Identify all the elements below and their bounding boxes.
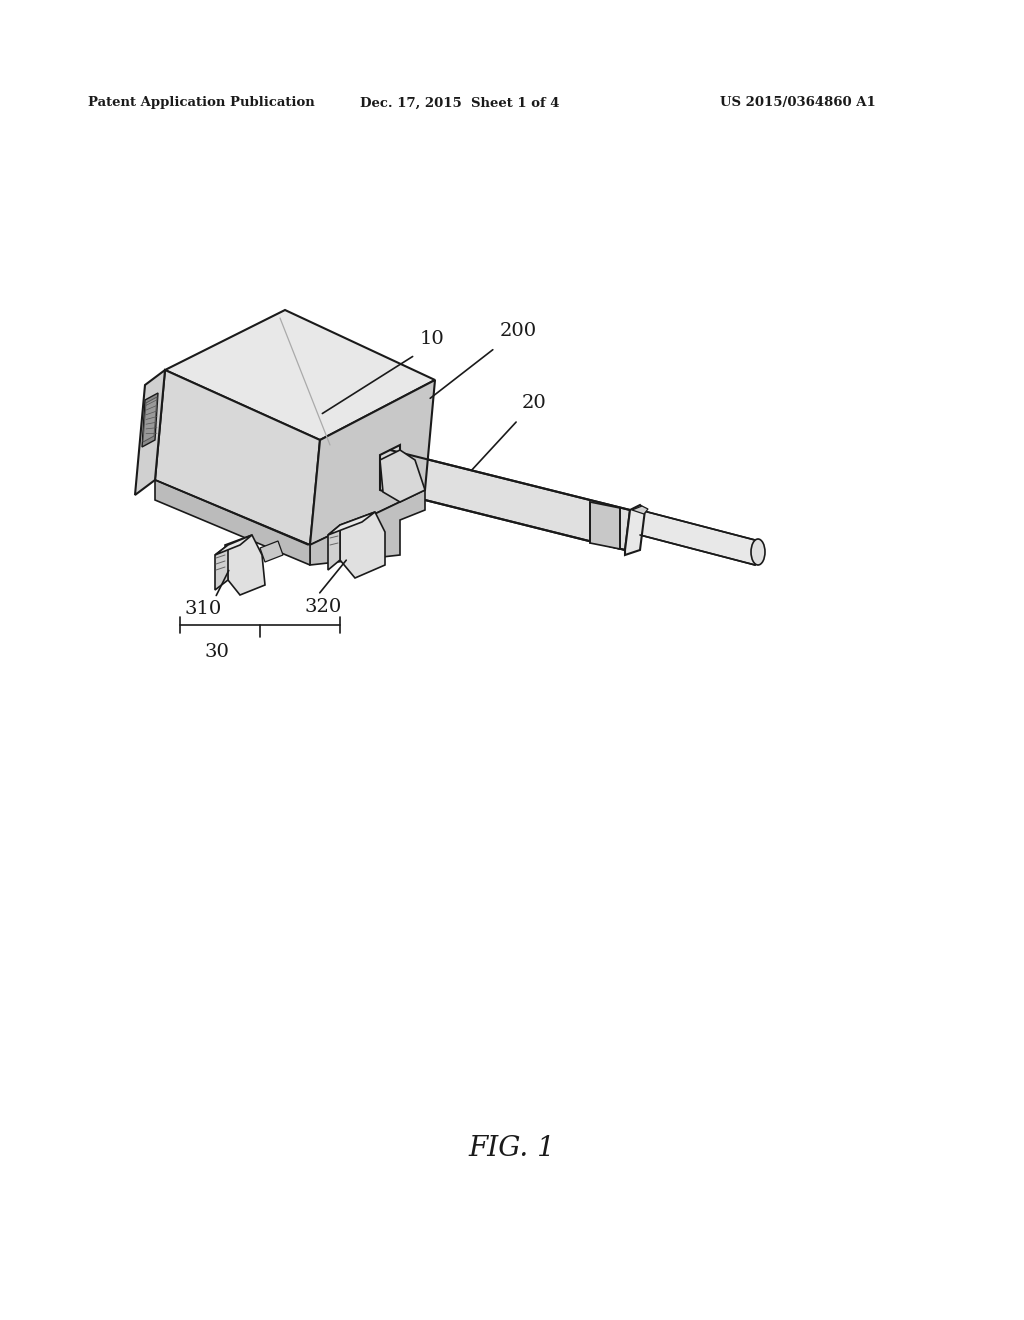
Text: US 2015/0364860 A1: US 2015/0364860 A1 bbox=[720, 96, 876, 110]
Text: 200: 200 bbox=[500, 322, 538, 341]
Polygon shape bbox=[310, 490, 425, 565]
Text: Patent Application Publication: Patent Application Publication bbox=[88, 96, 314, 110]
Polygon shape bbox=[310, 380, 435, 545]
Text: 10: 10 bbox=[420, 330, 444, 348]
Text: 320: 320 bbox=[305, 598, 342, 616]
Ellipse shape bbox=[751, 539, 765, 565]
Polygon shape bbox=[625, 506, 645, 554]
Polygon shape bbox=[165, 310, 435, 440]
Polygon shape bbox=[142, 393, 158, 447]
Polygon shape bbox=[260, 541, 283, 562]
Text: 30: 30 bbox=[205, 643, 229, 661]
Polygon shape bbox=[215, 545, 228, 590]
Polygon shape bbox=[225, 535, 265, 595]
Polygon shape bbox=[380, 450, 425, 502]
Text: 310: 310 bbox=[185, 601, 222, 618]
Polygon shape bbox=[155, 480, 310, 565]
Polygon shape bbox=[215, 535, 252, 554]
Polygon shape bbox=[328, 512, 375, 535]
Text: FIG. 1: FIG. 1 bbox=[469, 1135, 555, 1162]
Polygon shape bbox=[135, 370, 165, 495]
Polygon shape bbox=[385, 450, 630, 550]
Text: 20: 20 bbox=[522, 393, 547, 412]
Polygon shape bbox=[340, 512, 385, 578]
Text: Dec. 17, 2015  Sheet 1 of 4: Dec. 17, 2015 Sheet 1 of 4 bbox=[360, 96, 559, 110]
Polygon shape bbox=[380, 445, 400, 492]
Polygon shape bbox=[143, 397, 157, 442]
Polygon shape bbox=[155, 370, 319, 545]
Polygon shape bbox=[590, 502, 620, 549]
Polygon shape bbox=[640, 510, 755, 565]
Polygon shape bbox=[632, 506, 648, 513]
Polygon shape bbox=[328, 525, 340, 570]
